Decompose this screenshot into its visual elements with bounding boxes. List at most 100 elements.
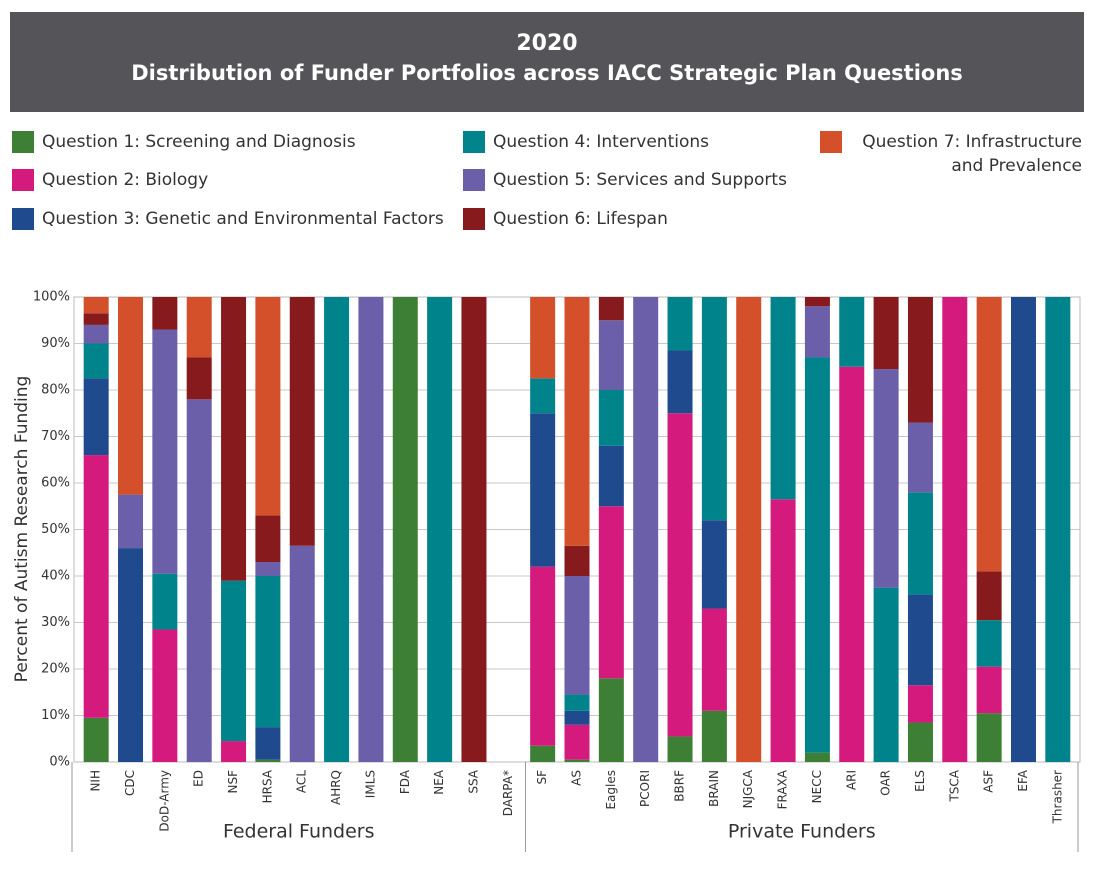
chart-subtitle: Distribution of Funder Portfolios across… [131,61,963,85]
bar-segment [770,297,796,500]
legend-label: Question 7: Infrastructure and Prevalenc… [862,132,1082,176]
bar-segment [118,297,144,495]
bar-segment [152,297,178,330]
bar-segment [598,445,624,507]
x-tick-label: EFA [1016,769,1030,791]
group-label: Federal Funders [223,821,375,843]
bar-segment [83,324,109,344]
bar-segment [976,620,1002,667]
bar-segment [83,378,109,456]
x-tick-label: SF [535,770,549,785]
x-tick-label: ASF [982,770,996,793]
x-tick-label: ED [192,770,206,787]
bar-segment [83,343,109,379]
bar-segment [907,422,933,493]
bar-segment [701,710,727,762]
bar-segment [598,320,624,390]
bar-segment [530,413,556,567]
bar-segment [186,297,212,358]
x-tick-label: FRAXA [776,769,790,809]
title-bar [10,12,1084,112]
bar-segment [701,520,727,609]
bar-segment [324,297,350,762]
bar-segment [530,745,556,762]
legend-item: Question 7: Infrastructure and Prevalenc… [820,131,1082,178]
legend-swatch [12,169,34,191]
bar-segment [1010,297,1036,762]
bar-segment [907,297,933,423]
legend-item: Question 6: Lifespan [463,208,668,231]
bar-segment [564,759,590,762]
x-tick-label: CDC [123,770,137,796]
y-tick-label: 20% [41,662,70,677]
legend-swatch [820,131,842,153]
legend-label: Question 5: Services and Supports [493,170,787,190]
legend-label: Question 6: Lifespan [493,209,668,229]
x-tick-label: Thrasher [1050,770,1064,824]
bar-segment [598,390,624,446]
x-tick-label: NECC [810,770,824,803]
bar-segment [289,297,315,546]
x-tick-label: ARI [844,770,858,790]
x-tick-label: DARPA* [501,770,515,816]
y-tick-label: 10% [41,708,70,723]
x-tick-label: HRSA [260,769,274,803]
x-tick-label: NIH [89,770,103,792]
bar-segment [667,297,693,351]
x-tick-label: AS [570,770,584,786]
legend-item: Question 1: Screening and Diagnosis [12,131,356,154]
y-tick-label: 100% [33,290,70,305]
legend-item: Question 3: Genetic and Environmental Fa… [12,208,444,231]
bar-segment [633,297,659,762]
bar-segment [461,297,487,762]
x-tick-label: IMLS [363,770,377,798]
bar-segment [118,548,144,762]
bar-segment [152,573,178,630]
legend-swatch [463,131,485,153]
bar-segment [564,545,590,576]
legend-swatch [463,208,485,230]
bar-segment [804,752,830,762]
bar-segment [221,741,247,762]
bar-segment [839,297,865,367]
bar-segment [976,297,1002,572]
bar-segment [839,366,865,762]
y-tick-label: 70% [41,429,70,444]
bar-segment [564,694,590,711]
legend-label: Question 2: Biology [42,170,209,190]
x-tick-label: ELS [913,770,927,792]
bar-segment [530,297,556,379]
bar-segment [873,369,899,588]
x-tick-label: SSA [466,769,480,793]
bar-segment [701,297,727,521]
legend-item: Question 5: Services and Supports [463,169,787,192]
bar-segment [358,297,384,762]
bar-segment [221,297,247,581]
x-tick-label: Eagles [604,770,618,810]
bar-segment [804,306,830,358]
bar-segment [598,506,624,679]
bar-segment [667,350,693,414]
bar-segment [118,494,144,549]
legend-swatch [12,208,34,230]
x-tick-label: TSCA [947,769,961,802]
y-tick-label: 30% [41,615,70,630]
legend-swatch [463,169,485,191]
y-axis-label: Percent of Autism Research Funding [12,376,32,683]
bar-segment [83,297,109,314]
bar-segment [598,678,624,762]
chart-title: 2020 [516,31,577,56]
bar-segment [152,629,178,762]
bar-segment [907,722,933,762]
bar-segment [907,492,933,595]
bar-segment [83,313,109,325]
bar-segment [976,713,1002,762]
x-tick-label: NEA [432,769,446,795]
bar-segment [598,297,624,321]
bar-segment [186,357,212,400]
bar-segment [255,576,281,728]
bar-segment [1045,297,1071,762]
bar-segment [255,297,281,516]
